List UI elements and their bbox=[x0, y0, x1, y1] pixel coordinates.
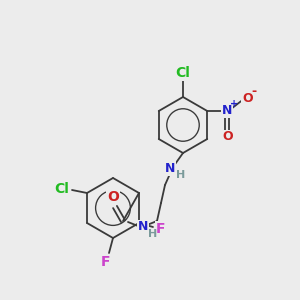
Text: Cl: Cl bbox=[176, 66, 190, 80]
Text: Cl: Cl bbox=[55, 182, 70, 196]
Text: O: O bbox=[222, 130, 232, 143]
Text: F: F bbox=[101, 255, 111, 269]
Text: F: F bbox=[156, 222, 166, 236]
Text: +: + bbox=[230, 99, 238, 109]
Text: N: N bbox=[222, 103, 232, 116]
Text: N: N bbox=[138, 220, 148, 233]
Text: H: H bbox=[148, 229, 158, 239]
Text: -: - bbox=[252, 85, 257, 98]
Text: H: H bbox=[176, 170, 186, 180]
Text: N: N bbox=[165, 161, 175, 175]
Text: O: O bbox=[242, 92, 253, 104]
Text: O: O bbox=[107, 190, 119, 204]
